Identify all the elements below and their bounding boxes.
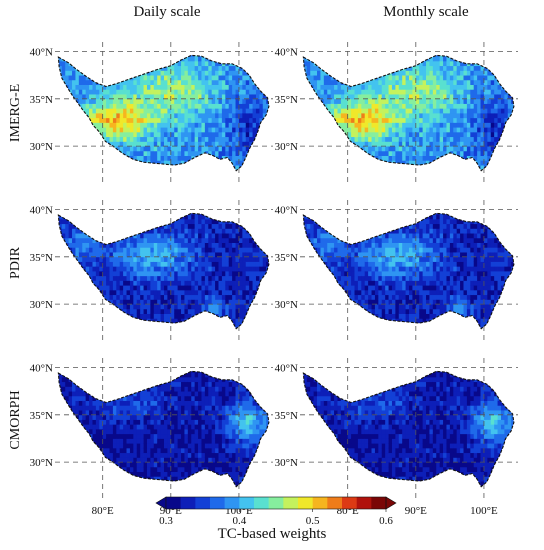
- lat-tick-label: 35°N: [30, 410, 53, 422]
- lat-tick-label: 35°N: [30, 252, 53, 264]
- colorbar-extend-max: [385, 496, 397, 510]
- lat-tick-label: 35°N: [275, 410, 298, 422]
- map-panel-pdir-daily: 40°N 35°N 30°N: [30, 200, 273, 342]
- plateau-boundary: [302, 54, 515, 172]
- colorbar-segment: [312, 497, 328, 509]
- lat-tick-label: 40°N: [30, 46, 53, 58]
- colorbar-segment: [268, 497, 284, 509]
- plateau-boundary: [57, 370, 270, 488]
- lat-tick-label: 30°N: [275, 299, 298, 311]
- colorbar-segment: [180, 497, 196, 509]
- lon-tick-label: 80°E: [92, 505, 114, 517]
- colorbar-segment: [210, 497, 225, 509]
- lat-tick-label: 35°N: [275, 252, 298, 264]
- weight-field: [303, 213, 514, 329]
- colorbar-title: TC-based weights: [217, 526, 327, 542]
- lat-tick-label: 30°N: [275, 457, 298, 469]
- map-panel-pdir-monthly: 40°N 35°N 30°N: [275, 200, 518, 342]
- map-panel-imerg-e-daily: 40°N 35°N 30°N: [30, 42, 273, 184]
- lat-tick-label: 40°N: [30, 204, 53, 216]
- colorbar-segment: [254, 497, 269, 509]
- weight-field: [58, 55, 269, 171]
- lat-tick-label: 30°N: [30, 457, 53, 469]
- colorbar-segment: [224, 497, 240, 509]
- column-title-monthly: Monthly scale: [383, 4, 469, 20]
- column-title-daily: Daily scale: [133, 4, 201, 20]
- colorbar-tick-label: 0.5: [306, 515, 320, 527]
- lon-tick-label: 100°E: [470, 505, 498, 517]
- colorbar-segment: [342, 497, 357, 509]
- colorbar-tick-label: 0.6: [379, 515, 393, 527]
- colorbar-tick-label: 0.4: [232, 515, 246, 527]
- colorbar-segment: [298, 497, 313, 509]
- map-panel-imerg-e-monthly: 40°N 35°N 30°N: [275, 42, 518, 184]
- colorbar: 0.3 0.4 0.5 0.6: [155, 496, 397, 527]
- lat-tick-label: 35°N: [30, 94, 53, 106]
- colorbar-segment: [356, 497, 372, 509]
- colorbar-segment: [327, 497, 343, 509]
- lat-tick-label: 40°N: [30, 362, 53, 374]
- lat-tick-label: 40°N: [275, 46, 298, 58]
- plateau-boundary: [57, 212, 270, 330]
- colorbar-segment: [166, 497, 181, 509]
- colorbar-segment: [371, 497, 387, 509]
- plateau-boundary: [302, 370, 515, 488]
- colorbar-tick-label: 0.3: [159, 515, 173, 527]
- lon-tick-label: 90°E: [405, 505, 427, 517]
- lat-tick-label: 30°N: [30, 141, 53, 153]
- lat-tick-label: 30°N: [30, 299, 53, 311]
- colorbar-segment: [195, 497, 211, 509]
- lat-tick-label: 30°N: [275, 141, 298, 153]
- lat-tick-label: 40°N: [275, 362, 298, 374]
- colorbar-segment: [283, 497, 299, 509]
- map-panel-cmorph-daily: 40°N35°N30°N80°E 90°E 100°E: [30, 358, 273, 517]
- lat-tick-label: 35°N: [275, 94, 298, 106]
- colorbar-segment: [239, 497, 255, 509]
- map-panel-cmorph-monthly: 40°N35°N30°N80°E 90°E 100°E: [275, 358, 518, 517]
- weight-field: [303, 55, 514, 171]
- plateau-boundary: [302, 212, 515, 330]
- weight-field: [58, 213, 269, 329]
- weight-field: [58, 371, 269, 487]
- weight-field: [303, 371, 514, 487]
- plateau-boundary: [57, 54, 270, 172]
- lat-tick-label: 40°N: [275, 204, 298, 216]
